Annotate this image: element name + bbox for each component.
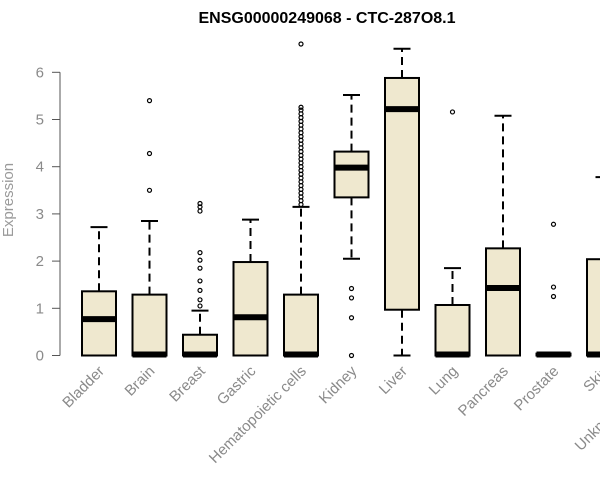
outlier-point: [348, 315, 355, 321]
y-axis-label: Expression: [0, 163, 17, 237]
outlier-point: [197, 297, 203, 303]
outlier-point: [146, 98, 153, 104]
box-iqr: [232, 261, 269, 357]
outlier-point: [197, 204, 203, 210]
box-kidney: [333, 93, 370, 359]
outlier-point: [298, 104, 304, 110]
chart-title: ENSG00000249068 - CTC-287O8.1: [198, 10, 455, 27]
box-iqr: [283, 293, 319, 357]
outlier-point: [197, 278, 203, 284]
box-iqr: [333, 150, 370, 199]
x-tick-label: Breast: [166, 362, 209, 405]
outlier-point: [197, 208, 203, 214]
x-tick-label: Bladder: [59, 363, 108, 412]
outlier-point: [449, 109, 456, 115]
outlier-point: [298, 107, 304, 113]
box-brain: [131, 98, 168, 358]
box-hematopoietic-cells: [283, 41, 319, 358]
box-skin: [586, 176, 600, 358]
box-liver: [384, 47, 420, 357]
x-tick-label: Prostate: [511, 363, 563, 415]
x-tick-label: Hematopoietic cells: [206, 363, 310, 467]
box-bladder: [81, 226, 117, 357]
box-iqr: [586, 258, 600, 357]
outlier-point: [298, 41, 304, 47]
y-tick-label: 0: [36, 348, 44, 365]
box-lung: [434, 109, 471, 358]
x-tick-label: Brain: [122, 363, 159, 400]
x-tick-label: Liver: [376, 363, 411, 398]
outlier-point: [197, 287, 203, 293]
outlier-point: [348, 295, 355, 301]
outlier-point: [348, 285, 355, 292]
x-tick-label: Skin: [580, 363, 600, 396]
outlier-point: [197, 200, 203, 207]
y-tick-label: 1: [36, 300, 44, 317]
outlier-point: [550, 293, 557, 300]
box-gastric: [232, 218, 269, 357]
outlier-point: [550, 221, 557, 227]
x-tick-label: Gastric: [214, 362, 260, 408]
outlier-point: [550, 284, 557, 290]
outlier-point: [348, 352, 355, 359]
y-tick-label: 3: [36, 206, 44, 223]
y-tick-label: 4: [36, 159, 44, 176]
y-tick-label: 5: [36, 112, 44, 129]
outlier-point: [197, 257, 203, 263]
y-axis: 0 1 2 3 4 5 6: [36, 64, 61, 365]
x-tick-label: Lung: [426, 363, 462, 399]
outlier-point: [146, 150, 153, 157]
outlier-point: [197, 265, 203, 271]
box-prostate: [535, 221, 572, 358]
box-breast: [182, 200, 218, 358]
box-iqr: [485, 247, 521, 357]
box-iqr: [434, 303, 471, 357]
x-tick-label: Kidney: [316, 362, 361, 407]
x-tick-label: Pancreas: [455, 363, 512, 420]
y-tick-label: 2: [36, 253, 44, 270]
box-iqr: [384, 76, 420, 311]
outlier-point: [197, 250, 203, 256]
box-iqr: [81, 290, 117, 357]
outlier-point: [146, 187, 153, 193]
box-pancreas: [485, 114, 521, 357]
box-iqr: [131, 293, 168, 357]
y-tick-label: 6: [36, 64, 44, 81]
box-series: [81, 41, 600, 359]
outlier-point: [197, 303, 203, 309]
